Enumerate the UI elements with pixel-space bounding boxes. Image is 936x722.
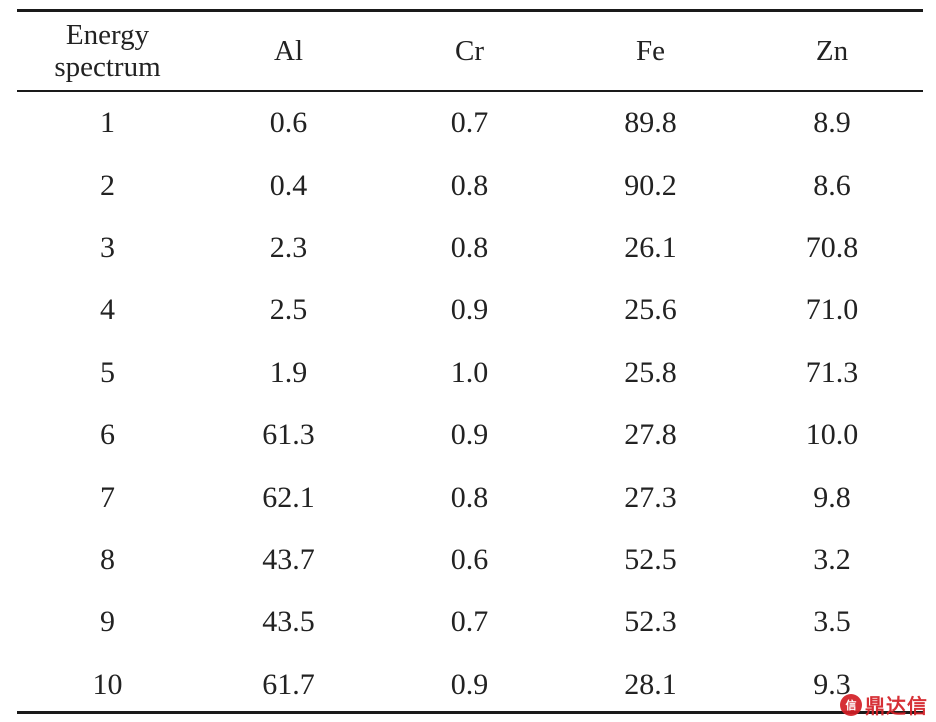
watermark-text: 鼎达信: [865, 694, 928, 718]
cell-al: 0.6: [269, 106, 308, 140]
header-energy-spectrum: Energy spectrum: [54, 19, 161, 83]
cell-spectrum: 5: [100, 355, 115, 389]
cell-fe: 28.1: [624, 667, 677, 701]
cell-fe: 90.2: [624, 168, 677, 202]
cell-cr: 0.8: [450, 480, 489, 514]
table-row: 8 43.7 0.6 52.5 3.2: [17, 529, 923, 591]
cell-fe: 25.6: [624, 293, 677, 327]
cell-fe: 27.8: [624, 418, 677, 452]
cell-zn: 3.5: [813, 605, 851, 639]
table-row: 10 61.7 0.9 28.1 9.3: [17, 654, 923, 716]
table-row: 1 0.6 0.7 89.8 8.9: [17, 90, 923, 154]
header-al: Al: [274, 35, 303, 67]
cell-spectrum: 10: [92, 667, 123, 701]
header-cr: Cr: [455, 35, 484, 67]
cell-zn: 70.8: [805, 230, 859, 264]
cell-fe: 52.5: [624, 542, 677, 576]
cell-zn: 10.0: [805, 418, 859, 452]
cell-fe: 27.3: [624, 480, 677, 514]
cell-zn: 3.2: [813, 542, 851, 576]
cell-al: 0.4: [269, 168, 308, 202]
table-top-rule: [17, 9, 923, 12]
cell-al: 43.7: [262, 542, 315, 576]
cell-cr: 0.6: [450, 542, 489, 576]
cell-spectrum: 6: [100, 418, 115, 452]
table-row: 7 62.1 0.8 27.3 9.8: [17, 466, 923, 528]
cell-al: 43.5: [262, 605, 315, 639]
seal-icon: 信: [840, 693, 862, 716]
cell-spectrum: 1: [100, 106, 115, 140]
watermark-logo: 信 鼎达信: [840, 690, 928, 719]
cell-al: 1.9: [269, 355, 308, 389]
cell-fe: 25.8: [624, 355, 677, 389]
cell-zn: 9.8: [813, 480, 851, 514]
cell-zn: 71.3: [805, 355, 859, 389]
cell-spectrum: 9: [100, 605, 115, 639]
cell-zn: 8.9: [813, 106, 851, 140]
cell-cr: 0.9: [450, 293, 489, 327]
cell-spectrum: 7: [100, 480, 115, 514]
table-bottom-rule: [17, 711, 923, 714]
table-row: 3 2.3 0.8 26.1 70.8: [17, 217, 923, 279]
table-row: 6 61.3 0.9 27.8 10.0: [17, 404, 923, 466]
cell-spectrum: 4: [100, 293, 115, 327]
cell-al: 2.3: [269, 230, 308, 264]
cell-cr: 0.7: [450, 605, 489, 639]
cell-al: 61.3: [262, 418, 315, 452]
header-fe: Fe: [636, 35, 665, 67]
cell-spectrum: 3: [100, 230, 115, 264]
cell-cr: 0.9: [450, 667, 489, 701]
table-row: 5 1.9 1.0 25.8 71.3: [17, 342, 923, 404]
cell-cr: 0.9: [450, 418, 489, 452]
cell-cr: 0.7: [450, 106, 489, 140]
cell-al: 62.1: [262, 480, 315, 514]
cell-spectrum: 8: [100, 542, 115, 576]
cell-cr: 0.8: [450, 230, 489, 264]
cell-fe: 52.3: [624, 605, 677, 639]
composition-table: Energy spectrum Al Cr Fe Zn 1 0.6 0.7 89.8 8…: [17, 12, 923, 716]
header-zn: Zn: [815, 35, 849, 67]
cell-zn: 8.6: [813, 168, 851, 202]
header-row: Energy spectrum Al Cr Fe Zn: [17, 12, 923, 90]
cell-al: 2.5: [269, 293, 308, 327]
table-row: 9 43.5 0.7 52.3 3.5: [17, 591, 923, 653]
cell-cr: 1.0: [450, 355, 489, 389]
cell-zn: 71.0: [805, 293, 859, 327]
table-header-rule: [17, 90, 923, 92]
table-row: 2 0.4 0.8 90.2 8.6: [17, 154, 923, 216]
cell-fe: 26.1: [624, 230, 677, 264]
cell-fe: 89.8: [624, 106, 677, 140]
cell-cr: 0.8: [450, 168, 489, 202]
cell-al: 61.7: [262, 667, 315, 701]
cell-spectrum: 2: [100, 168, 115, 202]
table-row: 4 2.5 0.9 25.6 71.0: [17, 279, 923, 341]
